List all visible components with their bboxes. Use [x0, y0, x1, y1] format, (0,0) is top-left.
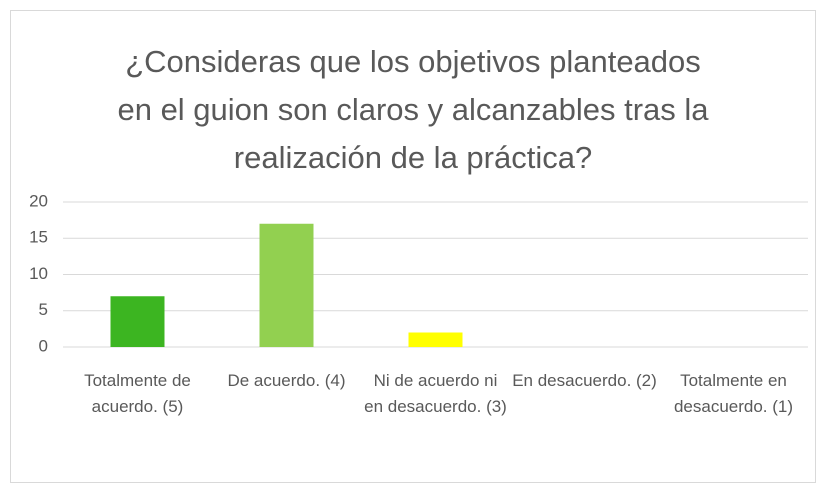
x-tick-label: En desacuerdo. (2) — [512, 371, 657, 390]
chart-border — [10, 10, 816, 483]
x-tick-label: Totalmente de acuerdo. (5) — [84, 371, 191, 416]
y-tick-label: 20 — [29, 191, 48, 210]
x-tick-label: De acuerdo. (4) — [227, 371, 346, 390]
bar — [408, 332, 463, 347]
y-tick-label: 10 — [29, 264, 48, 283]
x-tick-label: Totalmente en desacuerdo. (1) — [673, 371, 794, 416]
y-tick-label: 5 — [39, 300, 48, 319]
chart-title: ¿Consideras que los objetivos planteados… — [117, 44, 709, 175]
y-tick-label: 0 — [39, 336, 48, 355]
x-tick-label: Ni de acuerdo ni en desacuerdo. (3) — [364, 371, 507, 416]
bar — [110, 296, 165, 347]
bar — [259, 223, 314, 347]
y-tick-label: 15 — [29, 228, 48, 247]
